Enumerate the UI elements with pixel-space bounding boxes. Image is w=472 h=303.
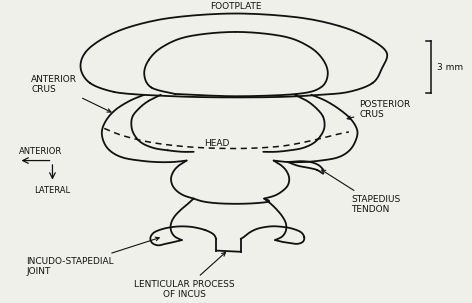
Text: STAPEDIUS
TENDON: STAPEDIUS TENDON <box>322 170 401 214</box>
Text: HEAD: HEAD <box>204 138 230 148</box>
Text: 3 mm: 3 mm <box>437 62 463 72</box>
Text: ANTERIOR: ANTERIOR <box>18 147 62 156</box>
Text: INCUDO-STAPEDIAL
JOINT: INCUDO-STAPEDIAL JOINT <box>26 237 159 276</box>
Text: FOOTPLATE: FOOTPLATE <box>210 2 262 12</box>
Text: LATERAL: LATERAL <box>34 186 70 195</box>
Text: LENTICULAR PROCESS
OF INCUS: LENTICULAR PROCESS OF INCUS <box>134 252 235 299</box>
Text: POSTERIOR
CRUS: POSTERIOR CRUS <box>347 100 411 120</box>
Text: ANTERIOR
CRUS: ANTERIOR CRUS <box>31 75 111 112</box>
